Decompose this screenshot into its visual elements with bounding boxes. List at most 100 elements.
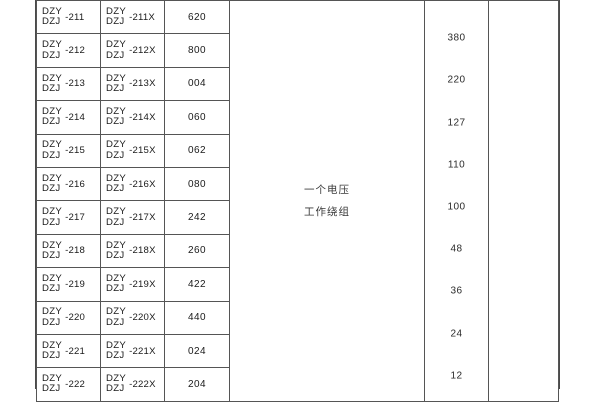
- code-secondary-top: DZY: [106, 72, 127, 84]
- code-primary-stack: DZY DZJ: [42, 206, 63, 228]
- code-secondary-top: DZY: [106, 5, 127, 17]
- code-secondary-top: DZY: [106, 139, 127, 151]
- cell-voltage-merged: 380 220 127 110 100 48 36 24 12: [424, 0, 489, 402]
- cell-code-secondary: DZY DZJ -217X: [100, 200, 165, 235]
- code-secondary-bottom: DZJ: [106, 283, 125, 295]
- code-secondary-suffix: -218X: [129, 245, 156, 257]
- code-primary-suffix: -219: [65, 278, 86, 290]
- code-secondary-top: DZY: [106, 206, 127, 218]
- code-primary-top: DZY: [42, 172, 63, 184]
- cell-code-secondary: DZY DZJ -216X: [100, 166, 165, 202]
- code-secondary-stack: DZY DZJ: [106, 39, 127, 61]
- voltage-value: 100: [447, 201, 466, 213]
- spec-table: DZY DZJ -211 DZY DZJ -211X 620 一个电压 工作绕组 380 220 12…: [36, 0, 559, 402]
- code-primary-bottom: DZJ: [42, 149, 61, 161]
- cell-number: 422: [164, 267, 230, 302]
- cell-code-secondary: DZY DZJ -212X: [100, 33, 165, 68]
- code-secondary-suffix: -220X: [129, 312, 156, 324]
- note-text: 一个电压 工作绕组: [230, 179, 424, 223]
- code-primary-bottom: DZJ: [42, 183, 61, 195]
- code-primary-top: DZY: [42, 272, 63, 284]
- table-row: DZY DZJ -217 DZY DZJ -217X 242: [36, 200, 559, 235]
- cell-code-secondary: DZY DZJ -221X: [100, 333, 165, 369]
- code-primary-top: DZY: [42, 5, 63, 17]
- cell-code-secondary: DZY DZJ -214X: [100, 100, 165, 135]
- code-primary-bottom: DZJ: [42, 16, 61, 28]
- cell-code-primary: DZY DZJ -222: [36, 367, 101, 402]
- code-primary-stack: DZY DZJ: [42, 73, 62, 95]
- voltage-value: 220: [447, 74, 466, 86]
- cell-code-secondary: DZY DZJ -215X: [100, 133, 165, 168]
- code-primary-suffix: -213: [65, 78, 86, 90]
- code-secondary-suffix: -214X: [129, 111, 156, 123]
- code-secondary-stack: DZY DZJ: [106, 172, 127, 195]
- cell-code-primary: DZY DZJ -212: [36, 33, 101, 68]
- code-primary-bottom: DZJ: [42, 49, 61, 61]
- code-secondary-stack: DZY DZJ: [106, 239, 127, 262]
- cell-code-primary: DZY DZJ -217: [36, 200, 101, 235]
- table-row: DZY DZJ -219 DZY DZJ -219X 422: [36, 267, 559, 302]
- code-primary-suffix: -218: [65, 245, 86, 257]
- code-primary-top: DZY: [42, 239, 63, 251]
- code-secondary-bottom: DZJ: [106, 116, 125, 128]
- code-primary-stack: DZY DZJ: [42, 172, 63, 195]
- cell-code-secondary: DZY DZJ -219X: [100, 267, 165, 302]
- code-primary-stack: DZY DZJ: [42, 106, 62, 128]
- code-primary-stack: DZY DZJ: [42, 340, 62, 362]
- code-primary-suffix: -214: [65, 111, 86, 123]
- code-secondary-bottom: DZJ: [106, 49, 125, 61]
- cell-code-primary: DZY DZJ -221: [36, 333, 101, 369]
- table-row: DZY DZJ -212 DZY DZJ -212X 800: [36, 33, 559, 68]
- cell-code-primary: DZY DZJ -220: [36, 300, 101, 335]
- code-secondary-suffix: -217X: [129, 212, 156, 224]
- code-secondary-bottom: DZJ: [106, 82, 125, 94]
- table-row: DZY DZJ -216 DZY DZJ -216X 080: [36, 166, 559, 202]
- cell-number: 440: [164, 300, 230, 335]
- code-primary-bottom: DZJ: [42, 216, 61, 228]
- note-line-2: 工作绕组: [304, 205, 350, 218]
- voltage-value: 24: [450, 328, 463, 340]
- code-primary-suffix: -217: [65, 212, 86, 224]
- code-primary-top: DZY: [42, 206, 63, 218]
- code-secondary-suffix: -222X: [129, 378, 156, 390]
- cell-code-secondary: DZY DZJ -222X: [100, 367, 165, 402]
- cell-code-primary: DZY DZJ -218: [36, 233, 101, 269]
- cell-number: 024: [164, 333, 230, 369]
- code-secondary-bottom: DZJ: [106, 383, 125, 395]
- code-secondary-bottom: DZJ: [106, 316, 125, 328]
- cell-note-merged: 一个电压 工作绕组: [229, 0, 425, 402]
- cell-number: 204: [164, 367, 230, 402]
- code-secondary-suffix: -219X: [129, 278, 156, 290]
- code-primary-bottom: DZJ: [42, 350, 61, 362]
- voltage-value: 380: [447, 32, 466, 44]
- code-secondary-stack: DZY DZJ: [106, 306, 126, 328]
- code-primary-top: DZY: [42, 373, 63, 385]
- cell-code-primary: DZY DZJ -211: [36, 0, 101, 35]
- spec-table-body: DZY DZJ -211 DZY DZJ -211X 620 一个电压 工作绕组 380 220 12…: [36, 0, 559, 402]
- code-primary-suffix: -220: [65, 312, 86, 324]
- code-primary-suffix: -216: [65, 178, 86, 190]
- cell-number: 062: [164, 133, 230, 168]
- code-primary-suffix: -215: [65, 145, 86, 157]
- code-secondary-top: DZY: [106, 239, 127, 251]
- code-secondary-top: DZY: [106, 172, 127, 184]
- cell-number: 260: [164, 233, 230, 269]
- code-secondary-suffix: -216X: [129, 178, 156, 190]
- code-secondary-top: DZY: [106, 106, 127, 117]
- code-primary-bottom: DZJ: [42, 249, 61, 261]
- cell-number: 242: [164, 200, 230, 235]
- cell-code-secondary: DZY DZJ -220X: [100, 300, 165, 335]
- code-secondary-stack: DZY DZJ: [106, 106, 127, 128]
- cell-blank-merged: [488, 0, 559, 402]
- table-row: DZY DZJ -215 DZY DZJ -215X 062: [36, 133, 559, 168]
- code-primary-stack: DZY DZJ: [42, 306, 62, 328]
- code-secondary-suffix: -221X: [129, 345, 156, 357]
- code-primary-bottom: DZJ: [42, 283, 61, 295]
- table-row: DZY DZJ -220 DZY DZJ -220X 440: [36, 300, 559, 335]
- code-primary-stack: DZY DZJ: [42, 5, 63, 28]
- code-secondary-stack: DZY DZJ: [106, 140, 126, 161]
- code-primary-stack: DZY DZJ: [42, 272, 63, 295]
- code-secondary-top: DZY: [106, 39, 127, 51]
- table-row: DZY DZJ -221 DZY DZJ -221X 024: [36, 333, 559, 369]
